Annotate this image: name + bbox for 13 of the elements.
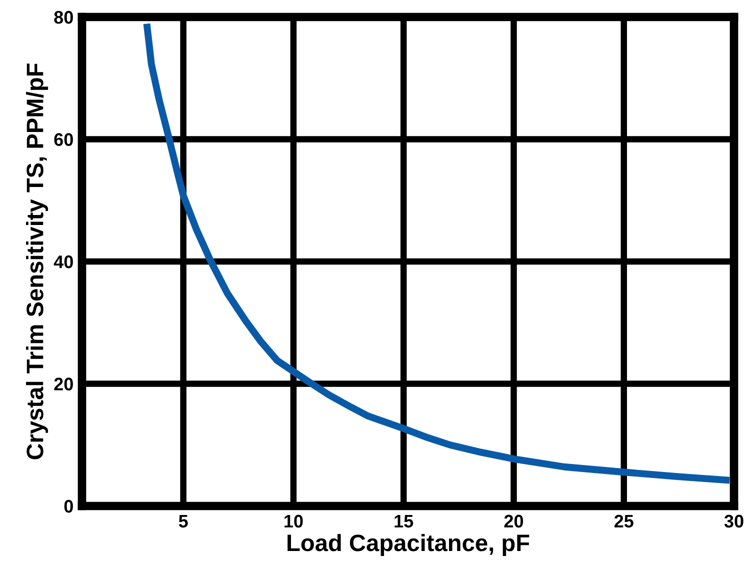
- y-tick-label: 60: [54, 133, 73, 146]
- y-tick-label: 20: [54, 378, 73, 390]
- x-tick-label: 10: [284, 514, 303, 528]
- x-axis-title: Load Capacitance, pF: [288, 534, 530, 556]
- x-tick-label: 25: [614, 514, 634, 528]
- y-tick-label: 40: [54, 255, 73, 268]
- x-tick-label: 5: [178, 514, 188, 528]
- y-tick-label: 80: [54, 10, 73, 24]
- x-tick-label: 20: [504, 514, 524, 528]
- x-tick-label: 30: [724, 514, 744, 528]
- x-tick-label: 15: [394, 514, 414, 528]
- y-axis-title: Crystal Trim Sensitivity TS, PPM/pF: [26, 64, 48, 460]
- y-tick-label: 0: [64, 500, 73, 513]
